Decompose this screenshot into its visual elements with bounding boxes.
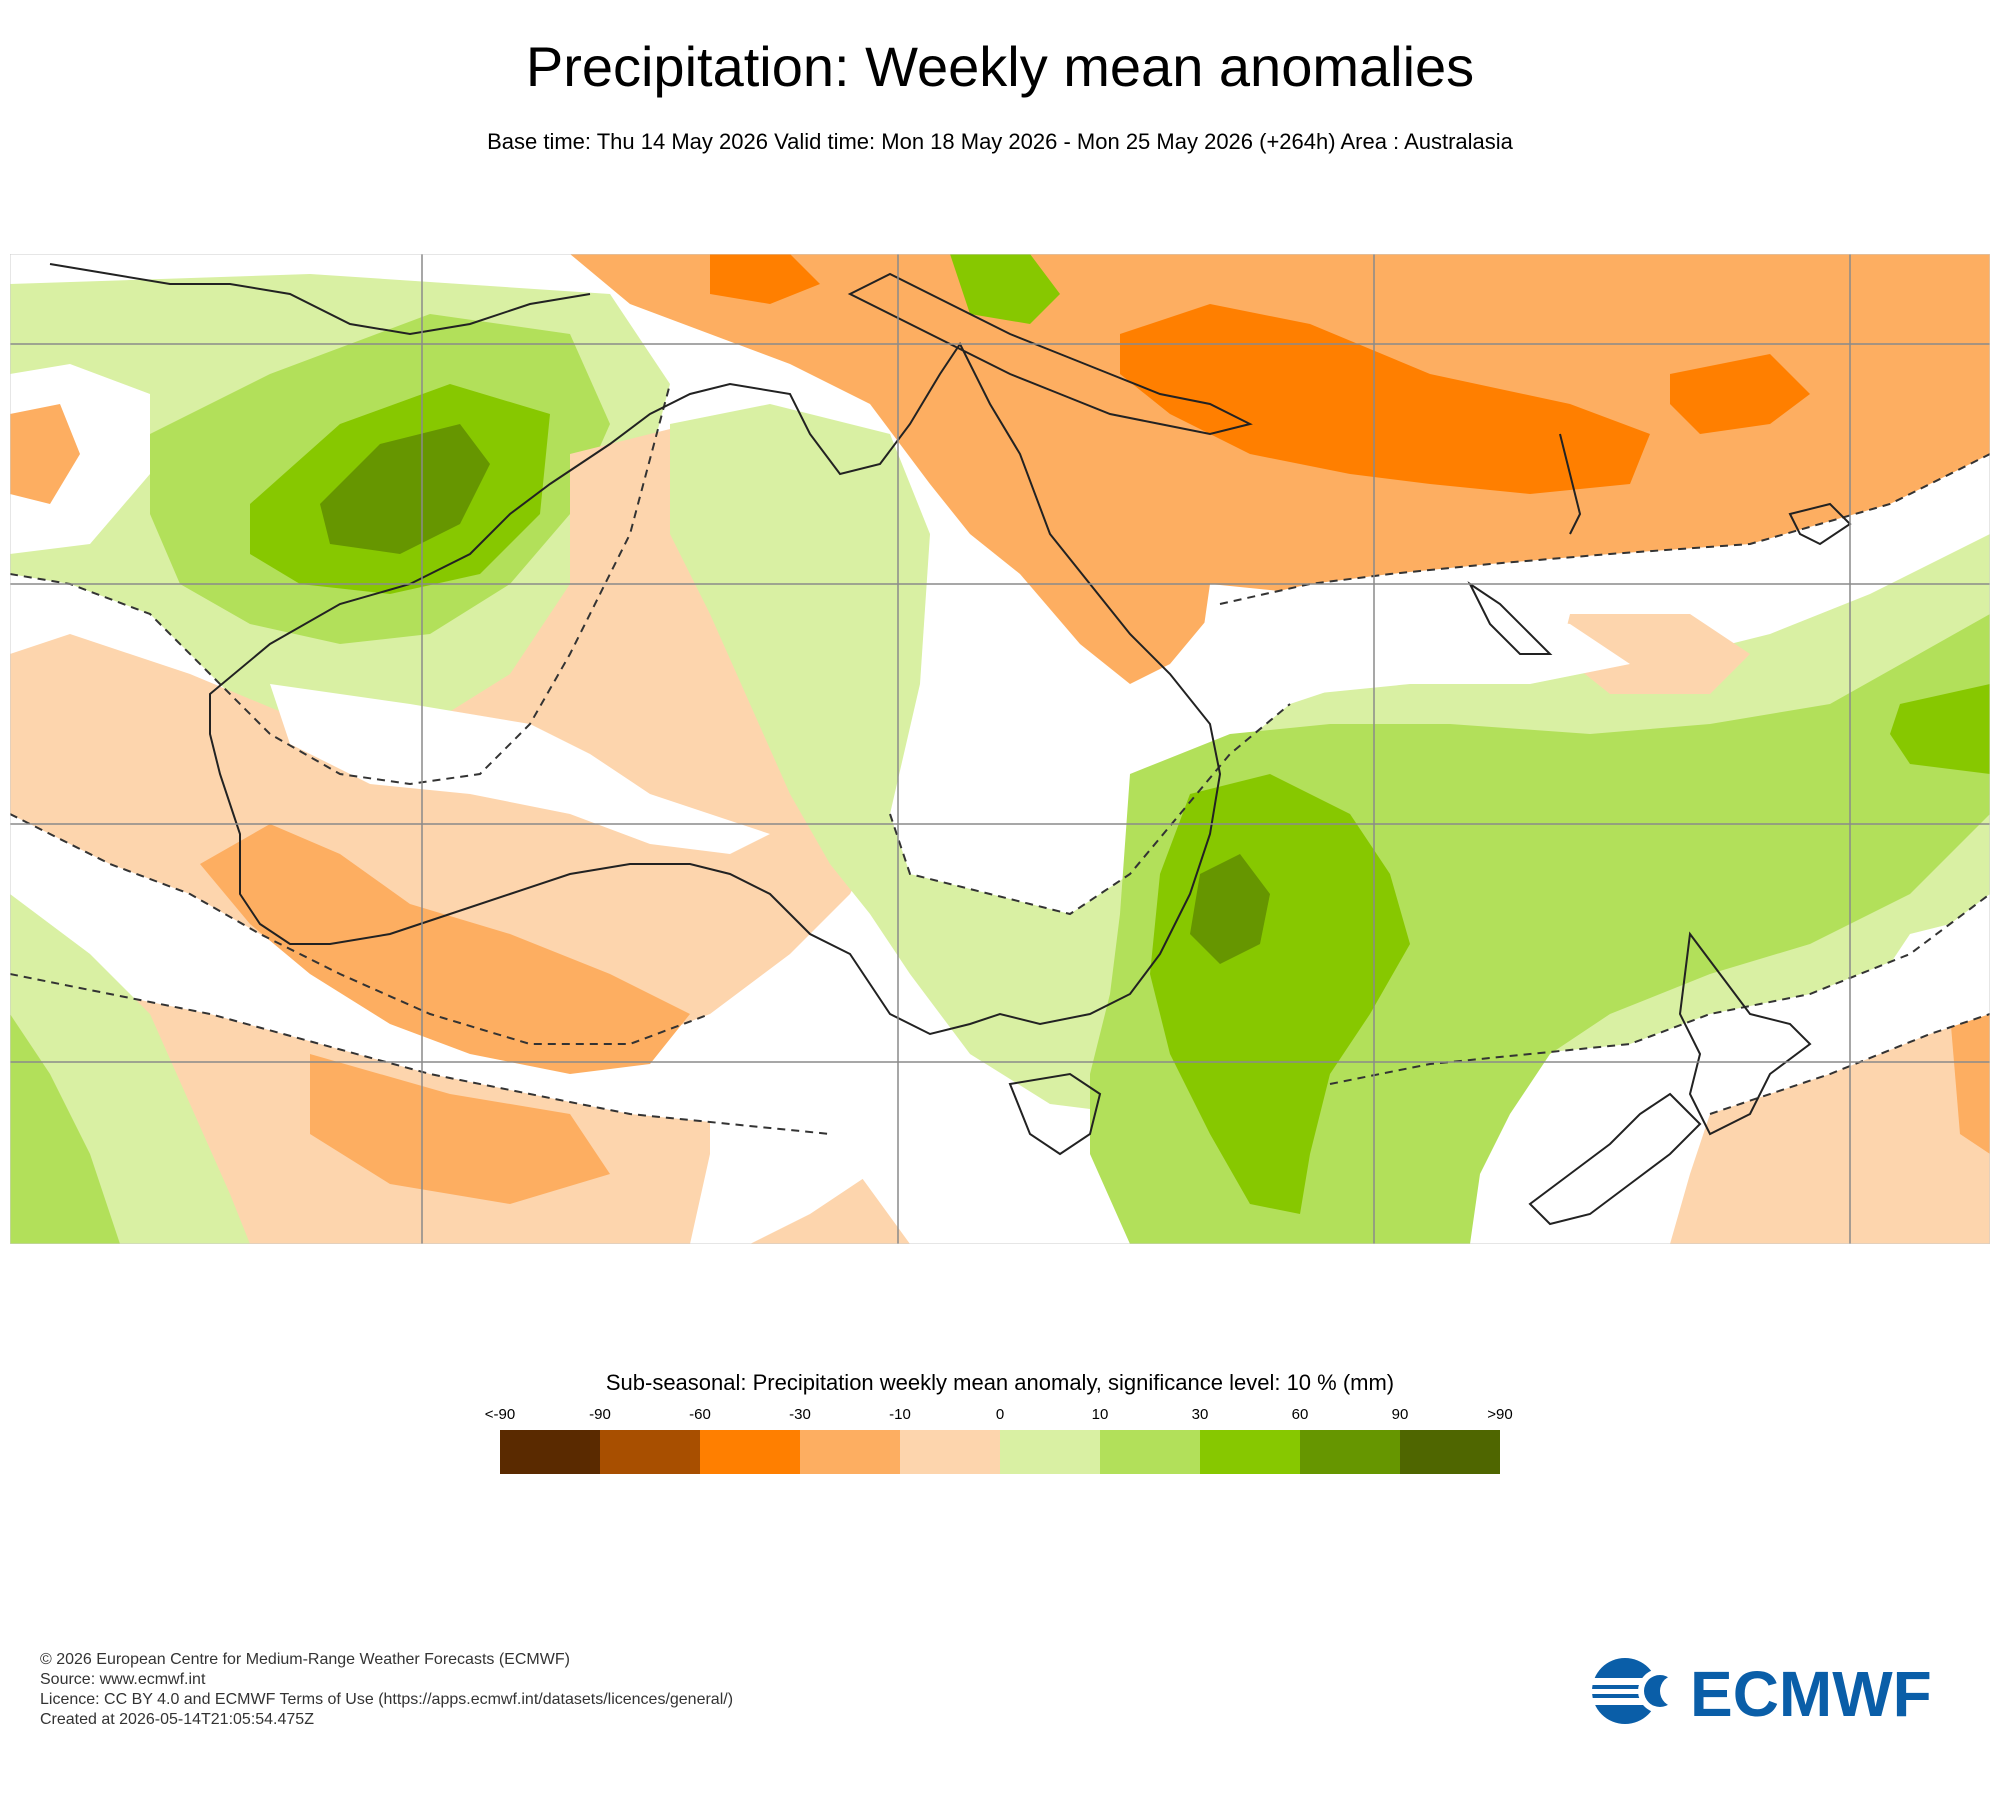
region-neutral-tasman [1200, 584, 1630, 704]
legend-swatch-3 [800, 1430, 900, 1474]
precipitation-anomaly-map [10, 254, 1990, 1244]
coastline-new-zealand-south [1528, 1092, 1702, 1226]
chart-subtitle: Base time: Thu 14 May 2026 Valid time: M… [487, 129, 1513, 154]
legend-swatch-6 [1100, 1430, 1200, 1474]
coastline-australia [209, 342, 1222, 1036]
region-neutral-east [1870, 914, 1990, 1054]
region-dry-mid-north [570, 254, 1990, 684]
legend-title: Sub-seasonal: Precipitation weekly mean … [605, 1370, 1395, 1395]
region-wet-mid-southwest [10, 1014, 120, 1244]
legend-tick-label: 60 [1291, 1406, 1309, 1423]
region-dry-strong-ne [1670, 354, 1810, 434]
ecmwf-logo: ECMWF [1590, 1658, 1932, 1726]
legend-tick-label: 10 [1091, 1406, 1109, 1423]
legend-swatch-8 [1300, 1430, 1400, 1474]
ecmwf-logo-icon [1590, 1658, 1692, 1724]
region-neutral-central-band [270, 684, 770, 854]
region-dry-mid-southeast [1950, 994, 1990, 1154]
legend-swatch-2 [700, 1430, 800, 1474]
legend-swatch-9 [1400, 1430, 1500, 1474]
region-dry-mid-far-south [310, 1054, 610, 1204]
legend-swatch-5 [1000, 1430, 1100, 1474]
coastline-tasmania [1008, 1072, 1102, 1156]
coastline-vanuatu [1559, 433, 1582, 535]
region-dry-mid-south [200, 824, 690, 1074]
chart-title: Precipitation: Weekly mean anomalies [525, 35, 1475, 98]
legend-tick-label: -10 [889, 1406, 911, 1423]
legend-swatch-1 [600, 1430, 700, 1474]
region-wet-heavy-west [320, 424, 490, 554]
region-dry-mid-nw-patch [10, 404, 80, 504]
legend-tick-label: 30 [1191, 1406, 1209, 1423]
legend-tick-label: -60 [689, 1406, 711, 1423]
legend-tick-label: >90 [1487, 1406, 1513, 1423]
region-wet-strong-north [950, 254, 1060, 324]
map-gridlines [10, 254, 1990, 1244]
region-dry-light-tasman-north [1560, 614, 1750, 694]
legend-tick-label: 0 [995, 1406, 1005, 1423]
region-wet-strong-far-east [1890, 684, 1990, 774]
region-dry-light-southeast [1670, 1014, 1990, 1244]
legend-tick-label: <-90 [484, 1406, 516, 1423]
coastline-indonesia [49, 263, 591, 336]
coastline-new-caledonia [1467, 581, 1553, 655]
footer: © 2026 European Centre for Medium-Range … [40, 1650, 733, 1730]
region-dry-strong-north [1120, 304, 1650, 494]
legend-swatch-0 [500, 1430, 600, 1474]
legend-tick-labels: <-90 -90 -60 -30 -10 0 10 30 60 90 >90 [0, 1406, 2000, 1426]
legend-color-bar [500, 1430, 1500, 1474]
legend-tick-label: 90 [1391, 1406, 1409, 1423]
ecmwf-logo-text: ECMWF [1690, 1658, 1932, 1726]
legend-swatch-4 [900, 1430, 1000, 1474]
region-neutral-south-central [690, 1014, 970, 1244]
region-dry-strong-nw [710, 254, 820, 304]
legend-tick-label: -90 [589, 1406, 611, 1423]
footer-licence: Licence: CC BY 4.0 and ECMWF Terms of Us… [40, 1691, 734, 1708]
region-wet-heavy-east [1190, 854, 1270, 964]
coastline-fiji [1788, 502, 1852, 546]
footer-copyright: © 2026 European Centre for Medium-Range … [40, 1651, 570, 1668]
legend-swatch-7 [1200, 1430, 1300, 1474]
footer-created: Created at 2026-05-14T21:05:54.475Z [40, 1711, 314, 1728]
coastline-new-guinea [847, 272, 1253, 436]
coastline-new-zealand-north [1678, 931, 1812, 1136]
legend-tick-label: -30 [789, 1406, 811, 1423]
footer-source: Source: www.ecmwf.int [40, 1671, 206, 1688]
